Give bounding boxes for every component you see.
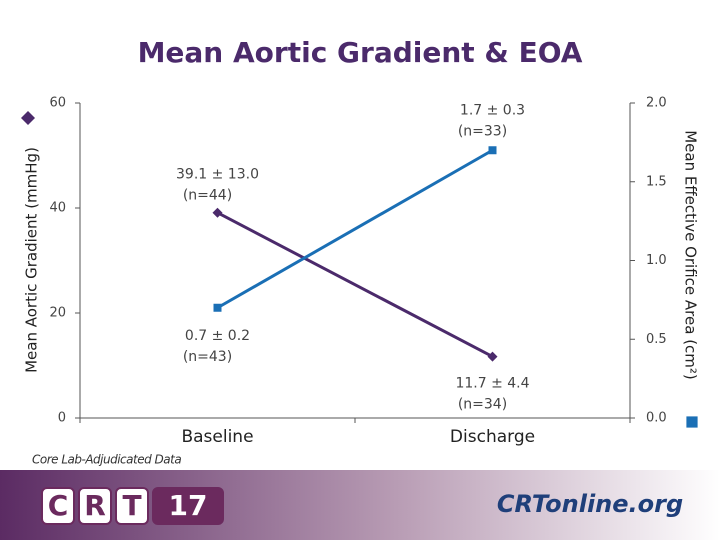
logo-right: CRTonline.org: [497, 490, 683, 518]
y2-axis-title: Mean Effective Orifice Area (cm²): [682, 130, 700, 380]
value-label: 0.7 ± 0.2: [185, 328, 250, 344]
n-label: (n=43): [183, 349, 232, 365]
y-tick-label: 40: [49, 201, 66, 216]
y2-tick-label: 1.0: [646, 253, 667, 268]
y2-tick-label: 0.5: [646, 332, 667, 347]
footnote: Core Lab-Adjudicated Data: [32, 453, 181, 467]
chart-title: Mean Aortic Gradient & EOA: [138, 36, 583, 69]
point: [488, 146, 497, 155]
y-tick-label: 20: [49, 306, 66, 321]
y2-tick-label: 2.0: [646, 96, 667, 111]
n-label: (n=44): [183, 188, 232, 204]
point: [212, 207, 223, 218]
y2-tick-label: 1.5: [646, 174, 667, 189]
logo-letter: 17: [169, 489, 208, 522]
value-label: 1.7 ± 0.3: [460, 102, 525, 118]
logo-letter: C: [48, 489, 69, 522]
logo-box: [41, 487, 75, 525]
point: [213, 303, 222, 312]
legend-marker: [21, 111, 35, 125]
y2-tick-label: 0.0: [646, 411, 667, 426]
n-label: (n=34): [458, 397, 507, 413]
x-tick-label: Baseline: [181, 427, 253, 447]
logo-letter: R: [84, 489, 106, 522]
point: [487, 351, 498, 362]
series-line: [216, 148, 494, 310]
x-tick-label: Discharge: [450, 427, 535, 447]
value-label: 39.1 ± 13.0: [176, 167, 259, 183]
legend-marker: [686, 416, 698, 428]
logo-left: C R T 17: [41, 487, 224, 525]
n-label: (n=33): [458, 123, 507, 139]
logo-box: [152, 487, 224, 525]
value-label: 11.7 ± 4.4: [455, 376, 529, 392]
y-axis-title: Mean Aortic Gradient (mmHg): [23, 147, 41, 373]
y-tick-label: 60: [49, 96, 66, 111]
y-tick-label: 0: [58, 411, 66, 426]
series-line: [216, 211, 494, 358]
logo-letter: T: [122, 489, 141, 522]
logo-box: [115, 487, 149, 525]
logo-box: [78, 487, 112, 525]
